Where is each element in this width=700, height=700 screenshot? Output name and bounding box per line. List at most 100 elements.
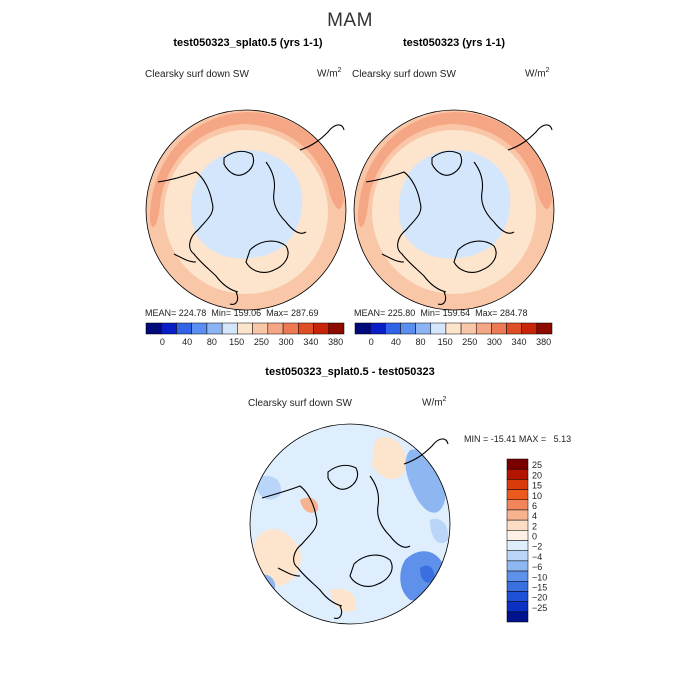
colorbar-swatch [506,479,529,490]
colorbar-swatch [506,458,529,470]
colorbar-swatch [145,322,162,335]
colorbar-tick-label: 20 [532,470,542,480]
colorbar-swatch [506,530,529,541]
stats-diff: MIN = -15.41 MAX = 5.13 [464,434,571,444]
units-exponent: 2 [442,396,447,403]
coastlines [261,438,449,619]
variable-label-diff: Clearsky surf down SW [248,398,352,409]
colorbar-tick-label: 250 [462,337,477,347]
colorbar-swatch [506,550,529,562]
colorbar-swatch [298,322,314,335]
mean-label: MEAN= [354,308,386,318]
colorbar-tick-label: 380 [536,337,551,347]
units-exponent: 2 [337,67,342,74]
colorbar-swatch [506,591,529,602]
colorbar-swatch [506,581,529,592]
map-region-positive [254,529,301,586]
max-label: MAX = [518,434,547,444]
units-label-diff: W/m2 [422,396,446,408]
colorbar-swatch [267,322,284,335]
variable-label-right: Clearsky surf down SW [352,69,456,80]
colorbar-tick-label: 4 [532,511,537,521]
map-polar-cap [190,150,303,259]
map-region-negative [430,518,449,544]
units-label-right: W/m2 [525,67,549,79]
map-border [353,109,555,311]
max-label: Max= [266,308,289,318]
colorbar-swatch [536,322,553,335]
colorbar-swatch [176,322,192,335]
colorbar-swatch [415,322,432,335]
colorbar-tick-label: 25 [532,460,542,470]
colorbar-tick-label: 340 [303,337,318,347]
map-border [145,109,347,311]
colorbar-tick-label: 380 [328,337,343,347]
colorbar-swatch [506,540,529,551]
max-label: Max= [475,308,498,318]
max-value: 284.78 [499,308,528,318]
colorbar-swatch [206,322,223,335]
colorbar-swatch [506,601,529,613]
colorbar-tick-label: 340 [512,337,527,347]
stats-left: MEAN= 224.78 Min= 159.06 Max= 287.69 [145,308,318,318]
colorbar-tick-label: 300 [487,337,502,347]
colorbar-swatch [506,519,529,531]
colorbar-swatch [506,509,529,521]
map-difference [249,423,451,625]
units-text: W/m [525,68,546,80]
colorbar-swatch [506,489,529,500]
colorbar-tick-label: 150 [438,337,453,347]
map-polar-cap [398,150,511,259]
colorbar-swatch [506,468,529,480]
variable-label-left: Clearsky surf down SW [145,69,249,80]
colorbar-tick-label: −25 [532,603,547,613]
colorbar-swatch [521,322,538,335]
colorbar-swatch [221,322,238,335]
colorbar-tick-label: 0 [369,337,374,347]
panel-title-right: test050323 (yrs 1-1) [402,37,506,49]
colorbar-swatch [328,322,345,335]
max-value: 5.13 [553,434,572,444]
colorbar-swatch [506,322,522,335]
map-region-positive [372,437,406,480]
colorbar-swatch [430,322,447,335]
units-exponent: 2 [545,67,550,74]
mean-label: MEAN= [145,308,177,318]
map-right [353,109,555,311]
colorbar-swatch [252,322,269,335]
min-label: MIN = [464,434,489,444]
min-value: 159.64 [442,308,471,318]
colorbar-left: 0 40 80 150 250 300 340 380 [145,322,345,347]
colorbar-tick-label: 80 [416,337,426,347]
max-value: 287.69 [290,308,319,318]
colorbar-tick-label: 40 [182,337,192,347]
map-left [145,109,347,311]
colorbar-tick-label: 40 [391,337,401,347]
colorbar-tick-label: 300 [279,337,294,347]
colorbar-swatch [400,322,416,335]
min-value: -15.41 [490,434,517,444]
min-value: 159.06 [233,308,262,318]
colorbar-swatch [313,322,330,335]
colorbar-swatch [237,322,253,335]
min-label: Min= [420,308,441,318]
stats-right: MEAN= 225.80 Min= 159.64 Max= 284.78 [354,308,527,318]
map-region-negative [420,565,435,583]
colorbar-tick-label: −6 [532,562,542,572]
colorbar-swatch [354,322,371,335]
colorbar-swatch [385,322,401,335]
units-label-left: W/m2 [317,67,341,79]
mean-value: 224.78 [178,308,207,318]
colorbar-swatch [369,322,386,335]
season-title: MAM [327,10,373,31]
difference-title: test050323_splat0.5 - test050323 [265,366,435,378]
map-border [249,423,451,625]
colorbar-tick-label: 10 [532,491,542,501]
colorbar-tick-label: 250 [254,337,269,347]
colorbar-swatch [491,322,507,335]
colorbar-tick-label: −10 [532,572,547,582]
mean-value: 225.80 [387,308,416,318]
